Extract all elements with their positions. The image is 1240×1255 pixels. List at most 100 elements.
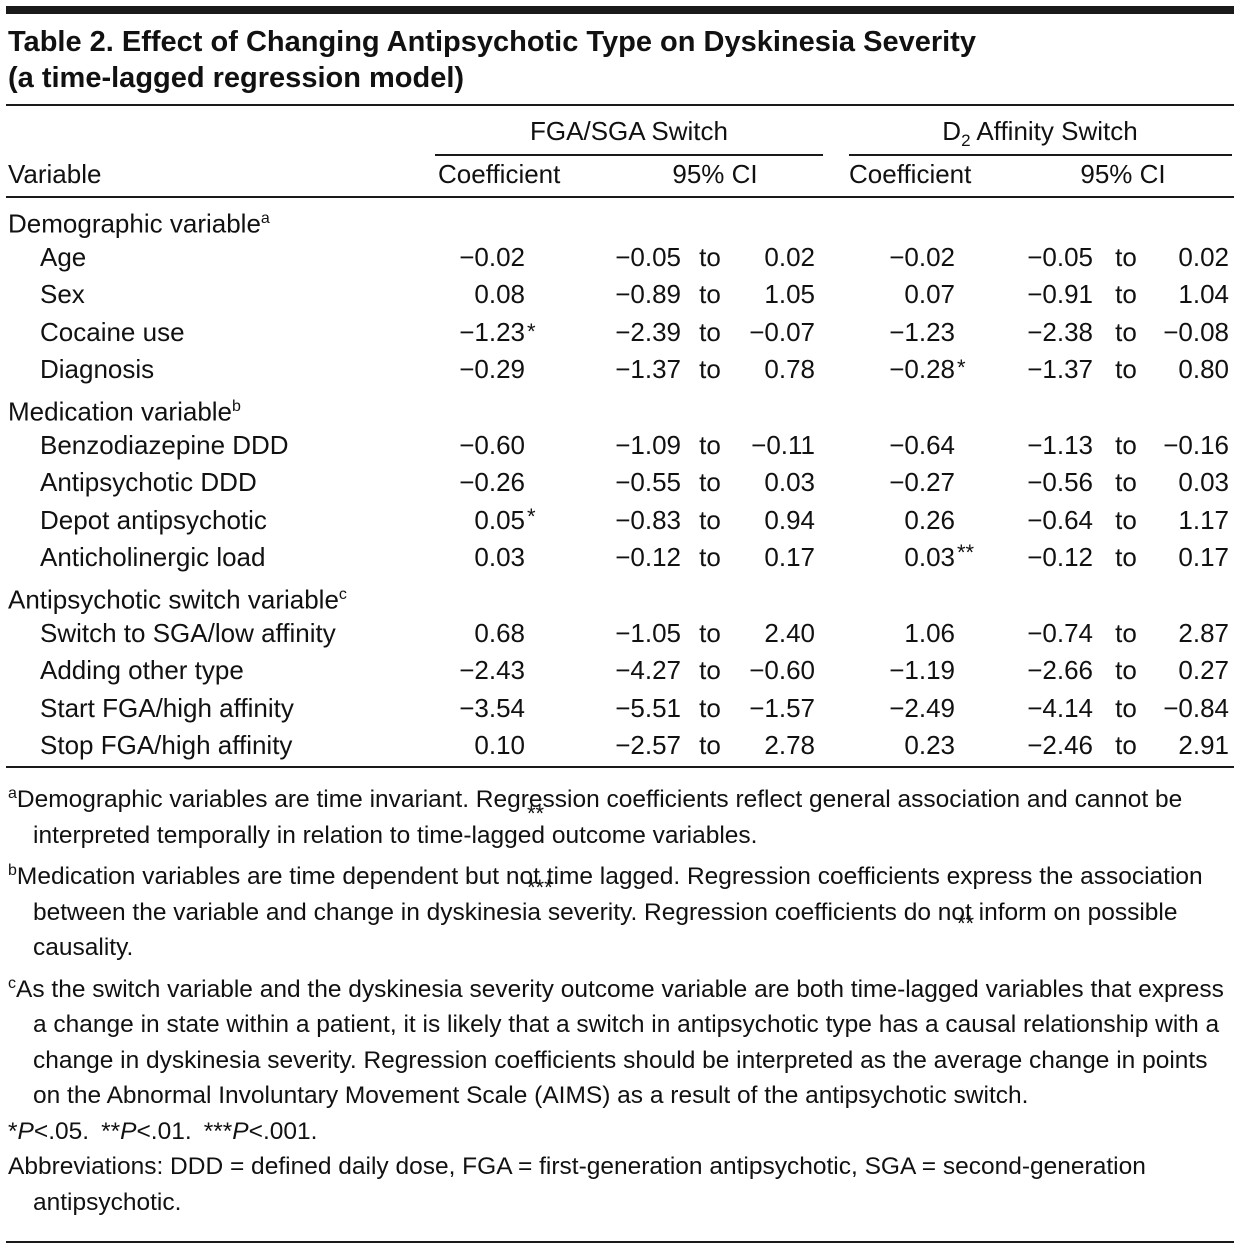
ci-high: 2.40 xyxy=(764,617,815,648)
ci-high: 1.04 xyxy=(1178,279,1229,310)
ci-low: −4.27 xyxy=(615,655,681,686)
ci-high: −0.08 xyxy=(1163,316,1229,347)
column-header: Coefficient xyxy=(849,159,972,189)
ci-separator: to xyxy=(1115,692,1137,723)
ci-separator: to xyxy=(699,542,721,573)
coefficient: −2.49 xyxy=(889,692,955,723)
significance-note: *P<.05. **P<.01. ***P<.001. xyxy=(8,1114,1230,1150)
footnote: aDemographic variables are time invarian… xyxy=(8,776,1230,853)
coefficient: −1.19 xyxy=(889,655,955,686)
ci-separator: to xyxy=(1115,542,1137,573)
section-label-text: Antipsychotic switch variable xyxy=(8,584,339,615)
footnote-mark: a xyxy=(8,785,17,802)
ci-low: −0.12 xyxy=(615,542,681,573)
ci-high: −0.16 xyxy=(1163,429,1229,460)
ci-separator: to xyxy=(1115,467,1137,498)
ci-low: −5.51 xyxy=(615,692,681,723)
coefficient: −0.64 xyxy=(889,429,955,460)
coefficient: −1.23 xyxy=(459,316,525,347)
ci-low: −0.56 xyxy=(1027,467,1093,498)
coefficient: −0.29 xyxy=(459,354,525,385)
ci-low: −1.09 xyxy=(615,429,681,460)
rule xyxy=(6,104,1234,106)
ci-low: −2.46 xyxy=(1027,730,1093,761)
abbreviations: Abbreviations: DDD = defined daily dose,… xyxy=(8,1153,1146,1216)
footnote-mark: b xyxy=(8,862,17,880)
section-label-text: Medication variable xyxy=(8,396,233,427)
ci-separator: to xyxy=(1115,429,1137,460)
footnote-mark: a xyxy=(260,210,270,227)
footnote-text: As the switch variable and the dyskinesi… xyxy=(16,975,1224,1110)
row-label: Antipsychotic DDD xyxy=(40,467,257,498)
ci-separator: to xyxy=(699,241,721,272)
row-label: Anticholinergic load xyxy=(40,542,266,573)
significance: * xyxy=(527,318,536,344)
ci-high: 1.05 xyxy=(764,279,815,310)
sig-symbol: P xyxy=(17,1117,34,1145)
section-label: Antipsychotic switch variablec xyxy=(8,577,347,615)
row-label: Age xyxy=(40,241,87,272)
coefficient: 1.06 xyxy=(904,617,955,648)
ci-separator: to xyxy=(699,504,721,535)
sig-threshold: <.01. xyxy=(136,1117,192,1145)
row-label: Start FGA/high affinity xyxy=(40,692,294,723)
coefficient: 0.08 xyxy=(474,279,525,310)
rule xyxy=(6,196,1234,198)
significance: ** xyxy=(957,539,975,565)
footnote: bMedication variables are time dependent… xyxy=(8,853,1230,966)
ci-high: 2.78 xyxy=(764,730,815,761)
footnotes: aDemographic variables are time invarian… xyxy=(8,776,1230,1220)
ci-low: −1.37 xyxy=(615,354,681,385)
ci-low: −0.55 xyxy=(615,467,681,498)
significance: * xyxy=(957,354,966,380)
coefficient: 0.23 xyxy=(904,730,955,761)
ci-high: −0.84 xyxy=(1163,692,1229,723)
row-label: Cocaine use xyxy=(40,316,185,347)
row-label: Switch to SGA/low affinity xyxy=(40,617,336,648)
coefficient: −0.60 xyxy=(459,429,525,460)
column-header: 95% CI xyxy=(672,159,758,189)
group-header: FGA/SGA Switch xyxy=(530,113,728,149)
ci-low: −1.37 xyxy=(1027,354,1093,385)
table-body: Variable FGA/SGA Switch Coefficient 95% CI D… xyxy=(0,0,1240,936)
group-header-label: Affinity Switch xyxy=(976,116,1138,146)
footnote-mark: b xyxy=(232,398,241,415)
ci-high: 0.17 xyxy=(764,542,815,573)
sig-symbol: P xyxy=(232,1117,249,1145)
ci-high: 0.27 xyxy=(1178,655,1229,686)
footnote-text: Medication variables are time dependent … xyxy=(16,863,1203,962)
coefficient: −0.27 xyxy=(889,467,955,498)
sig-threshold: <.001. xyxy=(248,1117,318,1145)
column-header: Coefficient xyxy=(438,159,561,189)
coefficient: 0.10 xyxy=(474,730,525,761)
ci-separator: to xyxy=(699,692,721,723)
row-label: Sex xyxy=(40,279,85,310)
coefficient: 0.05 xyxy=(474,504,525,535)
ci-high: 0.80 xyxy=(1178,354,1229,385)
ci-high: 0.03 xyxy=(1178,467,1229,498)
ci-low: −2.38 xyxy=(1027,316,1093,347)
ci-separator: to xyxy=(1115,617,1137,648)
row-label: Diagnosis xyxy=(40,354,155,385)
ci-low: −0.05 xyxy=(1027,241,1093,272)
coefficient: 0.68 xyxy=(474,617,525,648)
ci-separator: to xyxy=(1115,655,1137,686)
coefficient: −1.23 xyxy=(889,316,955,347)
ci-separator: to xyxy=(1115,316,1137,347)
group-header-prefix: D xyxy=(942,116,962,146)
significance: *** xyxy=(527,874,553,900)
ci-high: −0.11 xyxy=(751,429,815,460)
ci-high: 0.02 xyxy=(1178,241,1229,272)
ci-high: 0.03 xyxy=(764,467,815,498)
group-rule xyxy=(849,154,1232,156)
sig-threshold: <.05. xyxy=(33,1117,90,1145)
coefficient: −0.02 xyxy=(459,241,525,272)
coefficient: −3.54 xyxy=(459,692,525,723)
top-rule xyxy=(6,6,1234,14)
group-header-label: FGA/SGA Switch xyxy=(530,116,728,146)
ci-separator: to xyxy=(699,467,721,498)
footnote: cAs the switch variable and the dyskines… xyxy=(8,966,1230,1114)
group-header: D2 Affinity Switch xyxy=(942,113,1138,150)
coefficient: 0.26 xyxy=(904,504,955,535)
sig-stars: ** xyxy=(101,1117,121,1145)
